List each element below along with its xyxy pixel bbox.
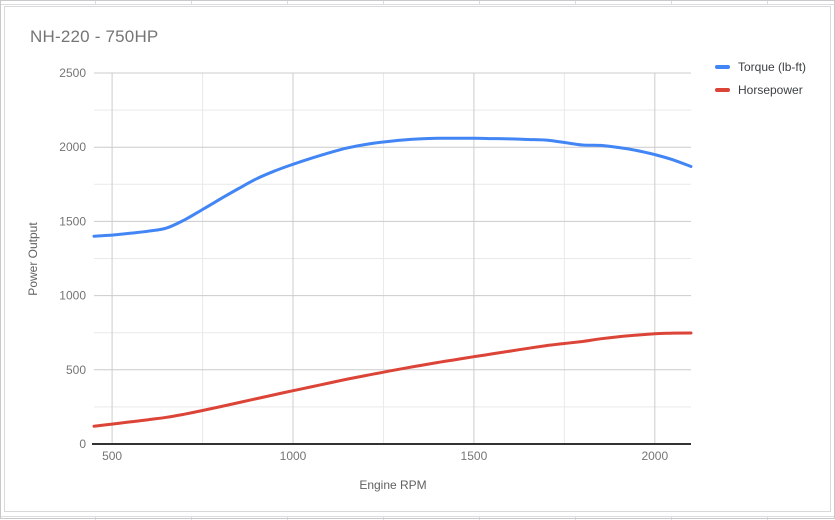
y-tick-label: 1500 xyxy=(59,214,86,228)
legend-label-torque: Torque (lb-ft) xyxy=(738,60,807,74)
torque-curve xyxy=(92,136,693,238)
x-tick-label: 500 xyxy=(102,449,122,463)
x-tick-label: 1500 xyxy=(461,449,488,463)
x-axis-title: Engine RPM xyxy=(359,478,427,492)
torque-series-swatch-icon xyxy=(715,65,730,69)
legend-label-horsepower: Horsepower xyxy=(738,83,803,97)
plot-area: 0 500 1000 1500 2000 2500 500 1000 1500 2000 xyxy=(59,66,693,463)
spreadsheet-grid-bottom xyxy=(0,516,835,520)
y-tick-label: 2500 xyxy=(59,66,86,80)
spreadsheet-grid-top xyxy=(0,0,835,5)
y-axis-title: Power Output xyxy=(26,222,40,296)
y-tick-label: 500 xyxy=(66,363,86,377)
y-tick-labels: 0 500 1000 1500 2000 2500 xyxy=(59,66,86,451)
legend-item-horsepower[interactable]: Horsepower xyxy=(715,83,806,97)
y-tick-label: 0 xyxy=(79,437,86,451)
minor-gridlines xyxy=(94,73,691,444)
legend-item-torque[interactable]: Torque (lb-ft) xyxy=(715,60,806,74)
y-tick-label: 2000 xyxy=(59,140,86,154)
horsepower-curve xyxy=(92,331,693,428)
chart-card[interactable]: NH-220 - 750HP 0 500 1000 1500 2000 2500 500 10… xyxy=(4,6,831,512)
chart-title: NH-220 - 750HP xyxy=(30,27,159,46)
y-tick-label: 1000 xyxy=(59,289,86,303)
x-tick-label: 1000 xyxy=(280,449,307,463)
x-tick-label: 2000 xyxy=(641,449,668,463)
horsepower-series-swatch-icon xyxy=(715,88,730,92)
x-tick-labels: 500 1000 1500 2000 xyxy=(102,449,668,463)
legend: Torque (lb-ft) Horsepower xyxy=(715,60,806,106)
